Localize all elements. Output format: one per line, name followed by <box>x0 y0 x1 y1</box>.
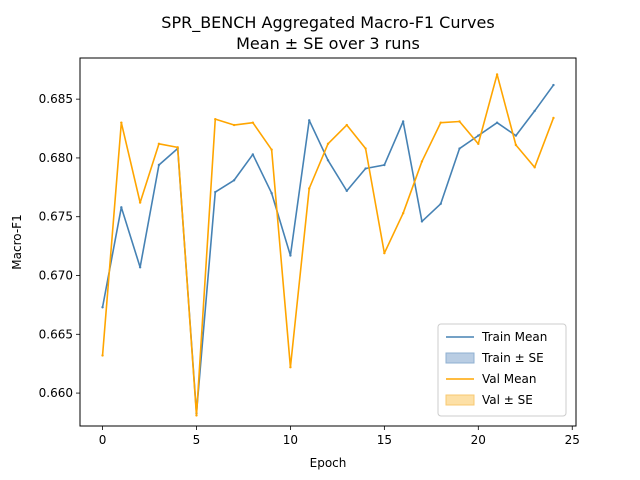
data-point <box>383 251 386 255</box>
chart-title: SPR_BENCH Aggregated Macro-F1 Curves <box>161 13 494 33</box>
x-tick-label: 10 <box>283 433 298 447</box>
data-point <box>552 116 555 120</box>
data-point <box>176 146 179 149</box>
data-point <box>120 121 123 124</box>
data-point <box>138 201 142 204</box>
data-point <box>495 73 499 76</box>
legend-swatch-train-se <box>445 352 475 364</box>
data-point <box>439 202 442 205</box>
data-point <box>289 254 292 257</box>
data-point <box>514 134 518 137</box>
data-point <box>308 119 311 122</box>
y-tick-label: 0.670 <box>39 269 73 283</box>
data-point <box>401 120 405 123</box>
data-point <box>270 192 273 195</box>
x-tick-label: 0 <box>99 433 107 447</box>
data-point <box>345 123 348 127</box>
legend-label-val-mean: Val Mean <box>482 372 536 386</box>
data-point <box>251 153 255 156</box>
data-point <box>345 189 348 193</box>
data-point <box>120 206 123 209</box>
data-point <box>401 211 405 215</box>
legend-swatch-val-se <box>445 394 475 406</box>
data-point <box>458 147 461 150</box>
data-point <box>214 190 217 194</box>
chart-subtitle: Mean ± SE over 3 runs <box>236 34 420 53</box>
x-axis-label: Epoch <box>310 456 347 470</box>
data-point <box>157 163 161 167</box>
data-point <box>533 166 536 169</box>
data-point <box>439 121 442 124</box>
data-point <box>232 179 236 182</box>
data-point <box>364 167 367 170</box>
data-point <box>232 123 236 127</box>
data-point <box>214 117 217 121</box>
legend-label-train-mean: Train Mean <box>481 330 547 344</box>
data-point <box>101 354 104 357</box>
x-tick-label: 25 <box>565 433 580 447</box>
y-tick-label: 0.680 <box>39 151 73 165</box>
data-point <box>383 163 386 167</box>
data-point <box>251 121 255 124</box>
data-point <box>195 414 198 417</box>
legend: Train Mean Train ± SE Val Mean Val ± SE <box>437 323 567 417</box>
plot-frame <box>79 57 577 427</box>
legend-label-train-se: Train ± SE <box>481 351 544 365</box>
data-point <box>101 306 104 309</box>
y-tick-label: 0.685 <box>39 92 73 106</box>
y-axis-label: Macro-F1 <box>10 214 24 269</box>
x-tick-label: 20 <box>471 433 486 447</box>
data-point <box>552 83 555 87</box>
data-point <box>308 187 311 190</box>
y-tick-label: 0.660 <box>39 386 73 400</box>
series-layer <box>101 73 555 417</box>
data-point <box>364 147 367 150</box>
data-point <box>420 220 424 223</box>
data-point <box>420 160 424 163</box>
data-point <box>514 143 518 147</box>
data-point <box>157 142 161 146</box>
x-tick-label: 15 <box>377 433 392 447</box>
legend-box <box>437 323 567 417</box>
data-point <box>533 109 536 113</box>
y-tick-label: 0.665 <box>39 327 73 341</box>
data-point <box>270 148 273 151</box>
data-point <box>289 366 292 369</box>
data-point <box>458 120 461 123</box>
data-point <box>477 142 480 146</box>
y-axis: 0.660 0.665 0.670 0.675 0.680 0.685 <box>39 92 80 400</box>
y-tick-label: 0.675 <box>39 210 73 224</box>
x-tick-label: 5 <box>193 433 201 447</box>
legend-label-val-se: Val ± SE <box>482 393 533 407</box>
data-point <box>477 134 480 137</box>
data-point <box>326 159 330 162</box>
x-axis: 0 5 10 15 20 25 <box>99 426 580 447</box>
data-point <box>495 121 499 124</box>
data-point <box>138 266 142 269</box>
data-point <box>326 142 330 146</box>
